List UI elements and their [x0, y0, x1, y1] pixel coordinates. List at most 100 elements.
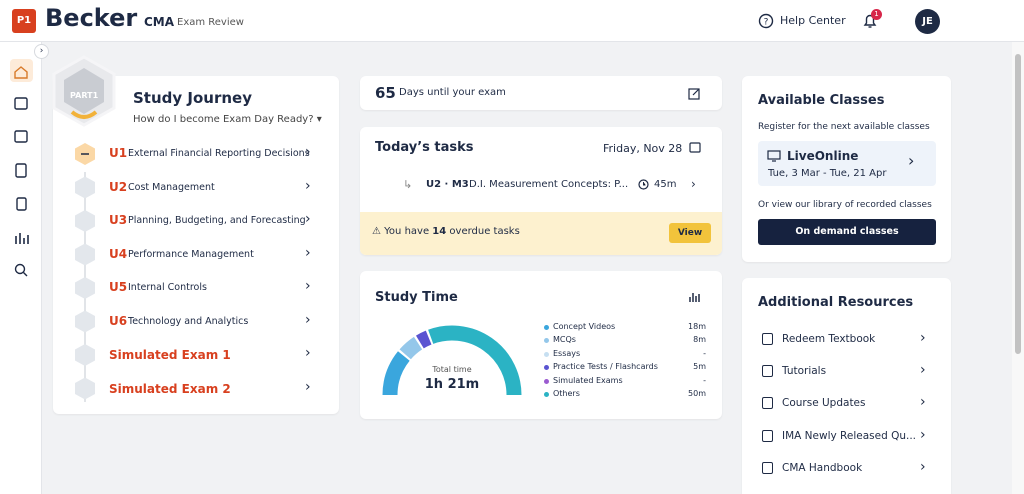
header: P1 Becker CMA Exam Review ? Help Center … [0, 0, 1024, 42]
badge: P1 [12, 9, 36, 33]
sidebar-icons[interactable] [0, 42, 42, 292]
product-sub: Exam Review [177, 17, 244, 28]
journey-hexes [75, 143, 95, 400]
chevron: › [920, 394, 926, 411]
chevron: › [305, 211, 311, 227]
total-label: Total time [432, 365, 472, 374]
bell-icon[interactable] [861, 12, 879, 30]
svg-text:?: ? [764, 18, 769, 28]
resource-name: Redeem Textbook [782, 333, 876, 345]
legend-value: - [703, 375, 706, 385]
hexagon [75, 344, 95, 366]
help-icon: ? [758, 13, 774, 29]
resource-icon [762, 429, 773, 442]
hexagon [75, 176, 95, 199]
tasks-card: Today’s tasks Friday, Nov 28 ↳ U2 · M3 D… [360, 127, 722, 255]
legend-name: Simulated Exams [553, 375, 623, 385]
gauge-segment [399, 336, 423, 360]
exam-name: Simulated Exam 2 [109, 381, 231, 396]
gauge-segment [428, 325, 522, 396]
total-time: 1h 21m [424, 377, 480, 392]
legend-value: 18m [688, 322, 706, 331]
clock-icon [638, 179, 649, 190]
task-code: U2 · M3 [426, 179, 469, 190]
unit-row[interactable]: U6 Technology and Analytics › [53, 312, 339, 332]
unit-name: Technology and Analytics [128, 315, 249, 327]
resource-name: CMA Handbook [782, 461, 863, 474]
hexagon [75, 243, 95, 266]
part-medal [52, 55, 116, 127]
legend-name: Others [553, 389, 580, 398]
chevron: › [920, 458, 926, 475]
live-chevron: › [908, 151, 915, 170]
task-name[interactable]: D.I. Measurement Concepts: P... [469, 179, 629, 190]
exam-row[interactable]: Simulated Exam 2 › [53, 379, 339, 399]
resource-row[interactable]: CMA Handbook › [758, 458, 936, 478]
tasks-title: Today’s tasks [375, 140, 474, 155]
task-duration: 45m [654, 179, 677, 190]
resource-icon [762, 333, 773, 345]
resource-row[interactable]: Redeem Textbook › [758, 330, 936, 349]
overdue-suffix: overdue tasks [449, 226, 520, 237]
product: CMA [144, 15, 175, 29]
exam-row[interactable]: Simulated Exam 1 › [53, 345, 339, 365]
live-dates: Tue, 3 Mar - Tue, 21 Apr [768, 168, 887, 179]
chevron: › [920, 330, 926, 346]
unit-name: Cost Management [128, 181, 215, 193]
scroll-thumb[interactable] [1015, 54, 1021, 354]
unit-row[interactable]: U4 Performance Management › [53, 245, 339, 265]
logo[interactable]: Becker [45, 4, 138, 32]
subtitle-text: How do I become Exam Day Ready? [133, 114, 314, 125]
days: 65 [375, 84, 396, 102]
chevron: › [920, 426, 926, 443]
resource-row[interactable]: Tutorials › [758, 362, 936, 381]
chevron: › [305, 278, 311, 294]
legend-dot [544, 378, 549, 384]
chevron: › [305, 378, 311, 395]
unit-row[interactable]: U5 Internal Controls › [53, 278, 339, 298]
stats-icon[interactable] [688, 291, 701, 303]
legend-name: Practice Tests / Flashcards [553, 362, 658, 372]
chevron: › [305, 311, 311, 328]
journey-card: Study Journey How do I become Exam Day R… [53, 76, 339, 414]
legend-value: 50m [688, 389, 706, 398]
unit-name: Internal Controls [128, 282, 207, 293]
sidebar [0, 42, 42, 494]
study-time-title: Study Time [375, 290, 458, 305]
part-label: PART1 [70, 91, 99, 100]
resource-row[interactable]: IMA Newly Released Qu... › [758, 426, 936, 446]
journey-subtitle[interactable]: How do I become Exam Day Ready? ▾ [133, 114, 322, 125]
resources-title: Additional Resources [758, 295, 914, 310]
resource-row[interactable]: Course Updates › [758, 394, 936, 413]
classes-card: Available Classes Register for the next … [742, 76, 951, 262]
study-gauge [382, 325, 522, 396]
exam-name: Simulated Exam 1 [109, 348, 231, 362]
help-center[interactable]: Help Center [780, 14, 846, 27]
legend-value: - [703, 348, 706, 358]
resource-icon [762, 397, 773, 410]
legend-dot [544, 392, 549, 397]
unit-name: Performance Management [128, 248, 254, 260]
resource-name: IMA Newly Released Qu... [782, 429, 917, 442]
on-demand-button[interactable]: On demand classes [758, 219, 936, 245]
avatar[interactable]: JE [915, 9, 940, 34]
collapse-button[interactable]: › [34, 44, 49, 59]
unit-row[interactable]: U2 Cost Management › [53, 178, 339, 198]
classes-title: Available Classes [758, 93, 885, 108]
live-class[interactable]: LiveOnline Tue, 3 Mar - Tue, 21 Apr › [758, 141, 936, 186]
chevron: › [305, 144, 311, 160]
unit-row[interactable]: U3 Planning, Budgeting, and Forecasting › [53, 211, 339, 231]
hexagon [75, 277, 95, 299]
edit-icon[interactable] [688, 87, 701, 100]
gauge-segment [382, 351, 410, 396]
calendar-icon[interactable] [689, 141, 701, 153]
subtask-arrow: ↳ [403, 178, 413, 191]
unit-row[interactable]: U1 External Financial Reporting Decisions… [53, 144, 339, 164]
resource-icon [762, 365, 773, 378]
scrollbar [1012, 42, 1024, 494]
task-chevron[interactable]: › [691, 177, 696, 191]
legend-name: MCQs [553, 335, 576, 345]
legend-dot [544, 351, 549, 357]
view-button[interactable]: View [669, 223, 711, 243]
